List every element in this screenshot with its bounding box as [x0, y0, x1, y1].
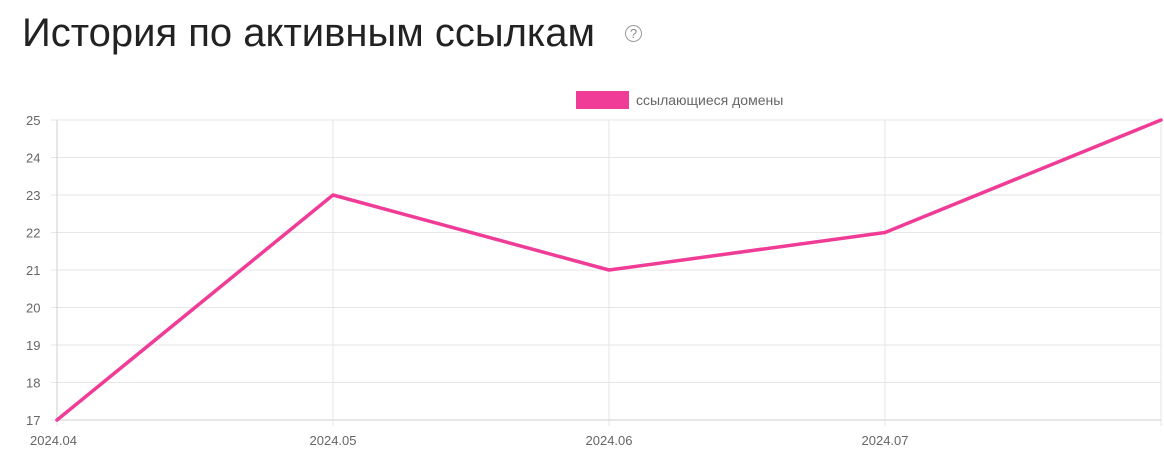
x-tick-label: 2024.06: [586, 433, 633, 448]
y-tick-label: 25: [26, 113, 40, 128]
legend-label[interactable]: ссылающиеся домены: [636, 92, 783, 108]
y-tick-label: 18: [26, 376, 40, 391]
y-tick-label: 20: [26, 301, 40, 316]
y-tick-label: 24: [26, 151, 40, 166]
y-tick-label: 17: [26, 413, 40, 428]
page-title: История по активным ссылкам: [22, 10, 596, 55]
x-tick-label: 2024.04: [30, 433, 77, 448]
question-circle-icon[interactable]: ?: [625, 24, 643, 42]
legend-swatch[interactable]: [576, 91, 629, 109]
y-tick-label: 22: [26, 226, 40, 241]
data-point[interactable]: [329, 191, 337, 199]
y-tick-label: 23: [26, 188, 40, 203]
x-tick-label: 2024.05: [310, 433, 357, 448]
data-point[interactable]: [881, 229, 889, 237]
series-line[interactable]: [55, 118, 1163, 422]
data-point[interactable]: [605, 266, 613, 274]
x-tick-label: 2024.07: [862, 433, 909, 448]
y-tick-label: 19: [26, 338, 40, 353]
y-tick-label: 21: [26, 263, 40, 278]
page-header: История по активным ссылкам ?: [22, 8, 643, 58]
data-point[interactable]: [53, 416, 61, 424]
